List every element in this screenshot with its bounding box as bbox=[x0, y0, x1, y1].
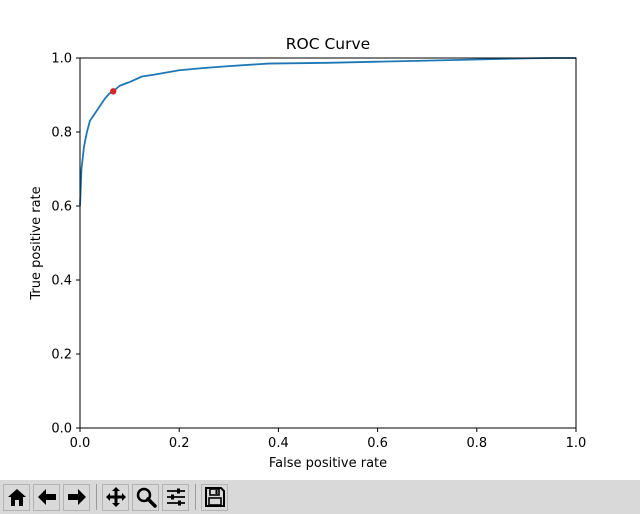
x-axis-label: False positive rate bbox=[269, 456, 387, 471]
arrow-right-icon bbox=[67, 489, 86, 505]
chart-title: ROC Curve bbox=[286, 35, 370, 53]
save-icon bbox=[204, 487, 225, 507]
forward-button[interactable] bbox=[63, 483, 90, 511]
plot-frame bbox=[79, 57, 577, 429]
x-tick-label: 0.2 bbox=[169, 436, 190, 451]
pan-button[interactable] bbox=[102, 483, 129, 511]
x-tick-label: 1.0 bbox=[566, 436, 587, 451]
save-button[interactable] bbox=[201, 483, 228, 511]
toolbar-separator bbox=[96, 484, 97, 510]
roc-curve-line bbox=[79, 57, 576, 207]
y-tick-label: 0.2 bbox=[51, 348, 72, 363]
arrow-left-icon bbox=[37, 489, 56, 505]
y-tick-label: 0.8 bbox=[51, 126, 72, 141]
x-tick-label: 0.0 bbox=[70, 436, 91, 451]
plot-area bbox=[80, 58, 576, 428]
zoom-icon bbox=[136, 487, 157, 508]
y-tick-label: 0.0 bbox=[51, 422, 72, 437]
y-axis-label: True positive rate bbox=[29, 186, 44, 300]
back-button[interactable] bbox=[33, 483, 60, 511]
y-tick-label: 0.4 bbox=[51, 274, 72, 289]
roc-chart: 0.0 0.2 0.4 0.6 0.8 1.0 0.0 0.2 0.4 0.6 0.8 1.0 ROC… bbox=[29, 35, 587, 471]
move-icon bbox=[105, 487, 126, 507]
zoom-button[interactable] bbox=[132, 483, 159, 511]
figure-canvas: 0.0 0.2 0.4 0.6 0.8 1.0 0.0 0.2 0.4 0.6 0.8 1.0 ROC… bbox=[29, 35, 587, 471]
y-tick-label: 1.0 bbox=[51, 52, 72, 67]
x-tick-label: 0.6 bbox=[367, 436, 388, 451]
home-button[interactable] bbox=[3, 483, 30, 511]
configure-subplots-button[interactable] bbox=[162, 483, 189, 511]
navigation-toolbar bbox=[0, 480, 640, 514]
sliders-icon bbox=[166, 488, 185, 506]
home-icon bbox=[7, 489, 26, 506]
y-tick-label: 0.6 bbox=[51, 200, 72, 215]
x-tick-label: 0.4 bbox=[268, 436, 289, 451]
x-tick-label: 0.8 bbox=[466, 436, 487, 451]
operating-point-marker bbox=[110, 88, 117, 95]
toolbar-separator bbox=[195, 484, 196, 510]
